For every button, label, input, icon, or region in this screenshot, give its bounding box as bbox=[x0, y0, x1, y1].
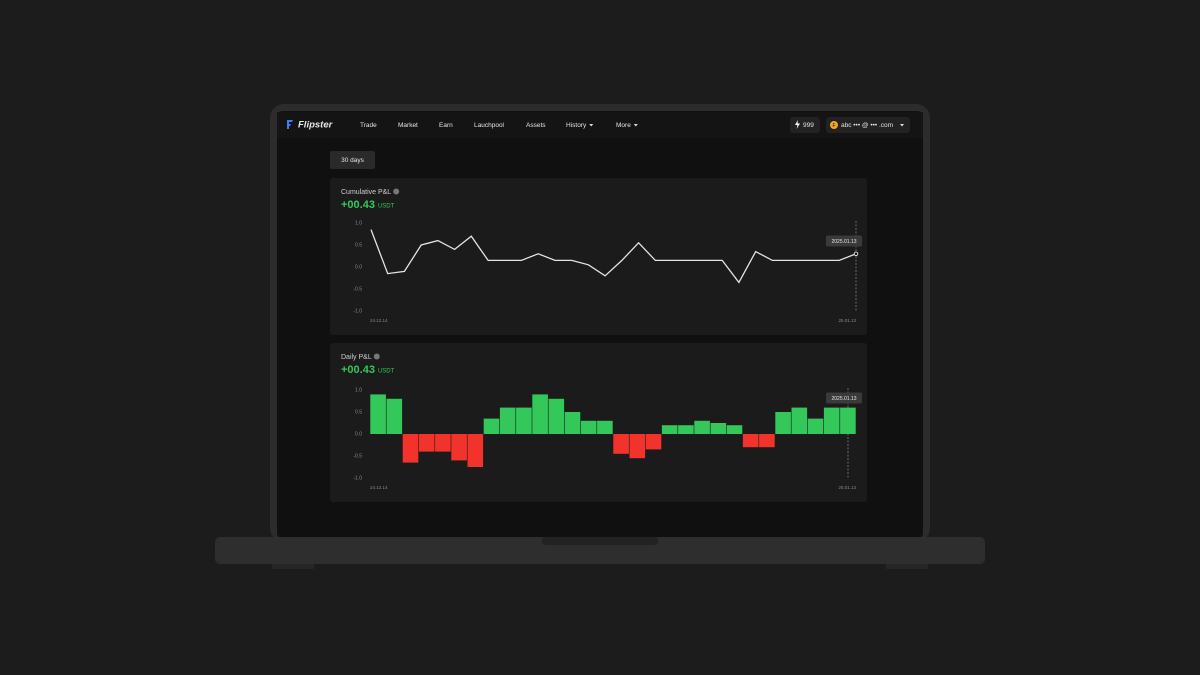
bar bbox=[597, 420, 613, 434]
pnl-value: +00.43 bbox=[341, 364, 375, 376]
bar bbox=[840, 407, 856, 434]
dropdown-arrow bbox=[900, 124, 904, 127]
bar bbox=[418, 434, 435, 452]
bar bbox=[726, 425, 743, 434]
bar bbox=[661, 425, 678, 434]
y-tick-label: 0.0 bbox=[355, 431, 362, 437]
bar bbox=[629, 434, 646, 459]
nav-item[interactable]: More bbox=[616, 122, 631, 129]
avatar bbox=[830, 121, 838, 129]
x-tick-label: 25.01.13 bbox=[838, 485, 856, 490]
bar bbox=[823, 407, 840, 434]
tooltip: 2025.01.13 bbox=[831, 239, 856, 245]
bar bbox=[564, 412, 581, 434]
tooltip-box bbox=[826, 235, 862, 247]
chart-title: Daily P&L bbox=[341, 354, 372, 361]
pnl-unit: USDT bbox=[378, 369, 395, 375]
dropdown-arrow bbox=[589, 124, 594, 127]
y-tick-label: 1.0 bbox=[355, 220, 362, 226]
nav-item[interactable]: History bbox=[566, 122, 587, 129]
bolt-icon bbox=[795, 120, 800, 129]
laptop-foot bbox=[886, 564, 928, 569]
chart-title: Cumulative P&L bbox=[341, 189, 391, 196]
bar bbox=[435, 434, 451, 452]
bar bbox=[483, 418, 500, 434]
bar bbox=[548, 398, 565, 434]
bar bbox=[710, 423, 727, 434]
bar bbox=[694, 420, 710, 434]
bar bbox=[742, 434, 759, 448]
x-tick-label: 25.01.13 bbox=[838, 318, 856, 323]
account-button[interactable] bbox=[826, 117, 910, 133]
bar bbox=[402, 434, 419, 463]
nav-item[interactable]: Assets bbox=[526, 122, 546, 129]
y-tick-label: -1.0 bbox=[353, 475, 362, 481]
period-button[interactable] bbox=[330, 151, 375, 169]
avatar-letter: F bbox=[832, 123, 835, 129]
bar bbox=[791, 407, 808, 434]
y-tick-label: 0.5 bbox=[355, 409, 362, 415]
bar bbox=[807, 418, 824, 434]
nav-item[interactable]: Lauchpool bbox=[474, 122, 505, 129]
logo[interactable]: Flipster bbox=[298, 120, 334, 131]
laptop-foot bbox=[272, 564, 314, 569]
pnl-value: +00.43 bbox=[341, 199, 375, 211]
bar bbox=[775, 412, 791, 434]
nav-item[interactable]: Market bbox=[398, 122, 418, 129]
bar bbox=[499, 407, 516, 434]
y-tick-label: -0.5 bbox=[353, 286, 362, 292]
period: 30 days bbox=[341, 157, 365, 164]
bar bbox=[516, 407, 532, 434]
bar bbox=[645, 434, 662, 450]
end-marker bbox=[853, 251, 859, 256]
tooltip-box bbox=[826, 392, 862, 404]
account: abc ••• @ ••• .com bbox=[841, 122, 893, 129]
bar bbox=[370, 394, 386, 434]
info-icon bbox=[393, 188, 400, 195]
bar bbox=[678, 425, 694, 434]
bar bbox=[759, 434, 775, 448]
tooltip: 2025.01.13 bbox=[831, 396, 856, 402]
trackpad-notch bbox=[542, 537, 658, 545]
bar bbox=[613, 434, 629, 454]
bar bbox=[532, 394, 548, 434]
nav-item[interactable]: Trade bbox=[360, 122, 377, 129]
x-tick-label: 24.12.14 bbox=[370, 318, 388, 323]
points: 999 bbox=[803, 122, 814, 129]
x-tick-label: 24.12.14 bbox=[370, 485, 388, 490]
y-tick-label: 0.5 bbox=[355, 242, 362, 248]
pnl-unit: USDT bbox=[378, 204, 395, 210]
bar bbox=[580, 420, 597, 434]
y-tick-label: -0.5 bbox=[353, 453, 362, 459]
bar bbox=[451, 434, 467, 461]
card bbox=[330, 178, 867, 335]
dropdown-arrow bbox=[633, 124, 638, 127]
y-tick-label: 0.0 bbox=[355, 264, 362, 270]
y-tick-label: -1.0 bbox=[353, 308, 362, 314]
info-icon bbox=[373, 353, 380, 360]
laptop-base bbox=[215, 537, 985, 564]
y-tick-label: 1.0 bbox=[355, 387, 362, 393]
bar bbox=[467, 434, 484, 467]
nav-item[interactable]: Earn bbox=[439, 122, 453, 129]
bar bbox=[386, 398, 403, 434]
pnl-line bbox=[370, 229, 857, 284]
logo-icon bbox=[287, 120, 293, 129]
